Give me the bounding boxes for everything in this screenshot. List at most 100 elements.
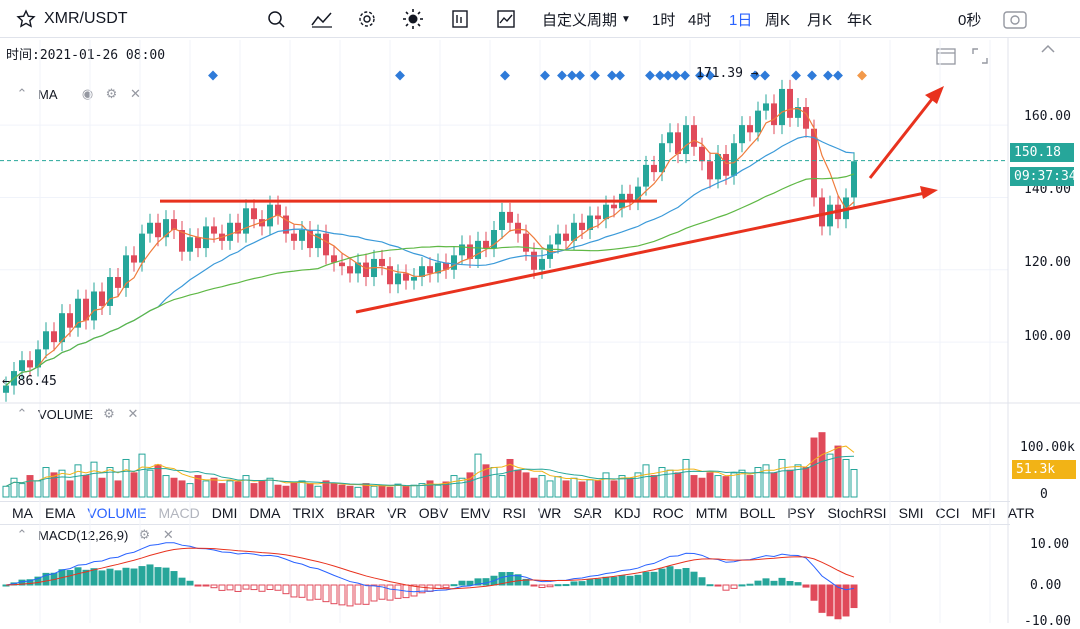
macd-histogram-bar: [506, 572, 514, 586]
macd-histogram-bar: [570, 581, 578, 586]
volume-bar: [354, 486, 362, 498]
period-1d[interactable]: 1日: [729, 11, 753, 29]
candle-body: [259, 219, 265, 227]
macd-histogram-bar: [754, 580, 762, 586]
indicator-tab-macd[interactable]: MACD: [158, 505, 200, 521]
last-price-tag: 150.18: [1010, 143, 1074, 162]
macd-histogram-bar: [202, 584, 210, 587]
theme-sun-icon[interactable]: [402, 0, 424, 38]
close-icon[interactable]: ✕: [127, 406, 139, 421]
collapse-chevron-icon[interactable]: [1040, 42, 1056, 60]
indicator-tab-trix[interactable]: TRIX: [292, 505, 325, 521]
candle-body: [515, 222, 521, 234]
indicator-tab-stochrsi[interactable]: StochRSI: [827, 505, 887, 521]
search-icon[interactable]: [266, 0, 286, 38]
candle-body: [843, 197, 849, 220]
collapse-arrow-icon[interactable]: ⌃: [16, 527, 28, 542]
macd-histogram-bar: [674, 569, 682, 586]
symbol-title[interactable]: XMR/USDT: [44, 10, 128, 27]
period-4h[interactable]: 4时: [688, 11, 712, 29]
period-1h[interactable]: 1时: [652, 11, 676, 29]
settings-gear-icon[interactable]: ⚙: [105, 86, 118, 101]
indicator-tab-brar[interactable]: BRAR: [336, 505, 376, 521]
volume-bar: [178, 480, 186, 498]
volume-bar: [210, 477, 218, 498]
layout-icon[interactable]: [450, 0, 470, 38]
custom-period-label: 自定义周期: [542, 11, 618, 29]
volume-bar: [98, 477, 106, 498]
volume-bar: [746, 475, 754, 498]
volume-bar: [330, 483, 338, 498]
macd-histogram-bar: [218, 584, 226, 591]
period-month[interactable]: 月K: [807, 11, 833, 29]
indicators-icon[interactable]: [310, 0, 334, 38]
signal-diamond: [557, 70, 567, 81]
indicator-tab-roc[interactable]: ROC: [652, 505, 684, 521]
macd-histogram-bar: [626, 575, 634, 586]
indicator-tab-vr[interactable]: VR: [387, 505, 407, 521]
macd-histogram-bar: [442, 584, 450, 589]
candle-body: [763, 103, 769, 111]
settings-gear-icon[interactable]: [357, 0, 377, 38]
high-marker: 171.39 →: [696, 66, 759, 81]
macd-histogram-bar: [538, 584, 546, 589]
candle-body: [795, 107, 801, 118]
indicator-tab-rsi[interactable]: RSI: [502, 505, 527, 521]
indicator-tab-sar[interactable]: SAR: [573, 505, 603, 521]
macd-histogram-bar: [354, 584, 362, 605]
indicator-tab-atr[interactable]: ATR: [1007, 505, 1035, 521]
favorite-star-icon[interactable]: [16, 0, 36, 38]
ma-mid-line: [5, 135, 855, 386]
indicator-tab-psy[interactable]: PSY: [787, 505, 816, 521]
indicator-tab-obv[interactable]: OBV: [418, 505, 449, 521]
macd-histogram-bar: [634, 574, 642, 586]
macd-histogram-bar: [10, 582, 18, 586]
indicator-tab-volume[interactable]: VOLUME: [87, 505, 147, 521]
price-tick-120: 120.00: [1024, 255, 1071, 270]
chart-type-icon[interactable]: [496, 0, 516, 38]
candle-body: [203, 226, 209, 249]
collapse-arrow-icon[interactable]: ⌃: [16, 406, 28, 421]
candle-body: [627, 193, 633, 202]
close-icon[interactable]: ✕: [162, 527, 174, 542]
volume-bar: [114, 480, 122, 498]
macd-histogram-bar: [578, 581, 586, 586]
indicator-tab-kdj[interactable]: KDJ: [614, 505, 641, 521]
period-year[interactable]: 年K: [847, 11, 873, 29]
settings-gear-icon[interactable]: ⚙: [138, 527, 151, 542]
close-icon[interactable]: ✕: [130, 86, 141, 101]
indicator-tab-ema[interactable]: EMA: [45, 505, 76, 521]
period-week[interactable]: 周K: [765, 11, 791, 29]
candle-body: [299, 230, 305, 241]
volume-bar: [634, 472, 642, 498]
indicator-tab-cci[interactable]: CCI: [935, 505, 960, 521]
volume-tick-100k: 100.00k: [1020, 440, 1075, 455]
indicator-tab-boll[interactable]: BOLL: [739, 505, 776, 521]
indicator-tab-smi[interactable]: SMI: [898, 505, 924, 521]
volume-bar: [570, 477, 578, 498]
candle-body: [419, 266, 425, 278]
screenshot-camera-icon[interactable]: [1002, 0, 1028, 38]
settings-gear-icon[interactable]: ⚙: [103, 406, 115, 421]
volume-bar: [666, 469, 674, 498]
custom-period-dropdown[interactable]: 自定义周期 ▼: [542, 0, 631, 38]
indicator-tab-mtm[interactable]: MTM: [695, 505, 728, 521]
volume-bar: [138, 453, 146, 498]
signal-diamond: [680, 70, 690, 81]
volume-bar: [554, 476, 562, 498]
macd-histogram-bar: [170, 571, 178, 586]
volume-bar: [514, 469, 522, 498]
indicator-tab-dma[interactable]: DMA: [249, 505, 281, 521]
indicator-tab-dmi[interactable]: DMI: [211, 505, 238, 521]
eye-icon[interactable]: ◉: [81, 86, 94, 101]
calendar-icon[interactable]: [935, 46, 957, 71]
indicator-tab-emv[interactable]: EMV: [460, 505, 491, 521]
macd-histogram-bar: [498, 572, 506, 586]
indicator-tab-ma[interactable]: MA: [12, 505, 33, 521]
indicator-tab-wr[interactable]: WR: [538, 505, 562, 521]
fullscreen-icon[interactable]: [970, 46, 990, 71]
collapse-arrow-icon[interactable]: ⌃: [16, 86, 28, 101]
candle-body: [339, 262, 345, 267]
indicator-tab-mfi[interactable]: MFI: [971, 505, 996, 521]
macd-histogram-bar: [322, 584, 330, 603]
